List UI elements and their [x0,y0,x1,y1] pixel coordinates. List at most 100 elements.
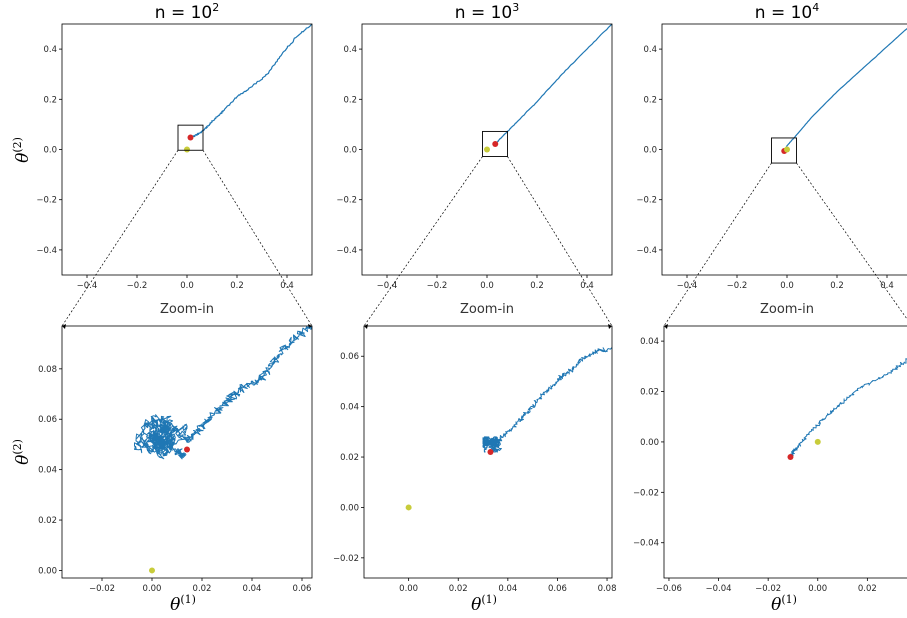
y-tick-label: −0.02 [633,488,659,498]
origin-point-marker [184,146,190,153]
axes-frame [361,23,613,276]
origin-point-marker [784,146,790,153]
trajectory-line [134,414,190,460]
arrow-head-icon [608,324,612,329]
axes-frame [661,23,907,276]
y-tick-label: 0.4 [643,45,657,55]
zoom-in-label: Zoom-in [460,302,514,317]
top-panel-0: −0.4 −0.2 0.0 0.2 0.4 −0.4 −0.2 0.0 0.2 0.4 n = 10… [36,1,313,291]
y-axis-label-top: θ(2) [11,137,33,163]
final-point-marker [184,446,190,453]
x-tick-label: 0.06 [548,584,567,594]
zoom-connector-left [363,156,483,327]
y-tick-label: −0.4 [636,246,657,256]
x-tick-label: 0.2 [230,281,244,291]
trajectory-line [789,358,907,459]
final-point-marker [487,449,494,455]
x-tick-label: 0.0 [480,281,494,291]
top-panel-2: −0.4 −0.2 0.0 0.2 0.4 −0.4 −0.2 0.0 0.2 0.4 n = 10… [636,1,907,291]
x-axis-label: θ(1) [471,593,497,615]
panel-title: n = 103 [455,1,519,23]
origin-point-marker [405,504,412,511]
arrow-head-icon [364,324,368,329]
zoom-connector-right [507,156,613,327]
x-tick-label: −0.2 [727,281,748,291]
arrow-head-icon [62,324,66,329]
x-tick-label: −0.4 [77,281,98,291]
zoom-panel-1: 0.00 0.02 0.04 0.06 0.08 −0.02 0.00 0.02 0.04 0.0… [333,325,617,615]
axes-frame [363,325,613,579]
y-tick-label: 0.2 [643,95,657,105]
axes-frame [61,325,313,579]
y-tick-label: 0.02 [38,516,57,526]
x-tick-label: 0.00 [143,584,162,594]
y-tick-label: 0.2 [43,95,57,105]
x-tick-label: −0.2 [427,281,448,291]
origin-point-marker [149,567,155,574]
zoom-region-box [177,124,204,151]
x-tick-label: −0.02 [755,584,781,594]
y-tick-label: 0.2 [343,95,357,105]
x-tick-label: 0.4 [580,281,594,291]
y-tick-label: 0.06 [340,352,359,362]
x-tick-label: 0.00 [808,584,827,594]
axes-frame [61,23,313,276]
y-tick-label: −0.2 [336,196,357,206]
arrow-head-icon [664,324,668,329]
y-tick-label: −0.2 [36,196,57,206]
y-tick-label: 0.04 [38,466,57,476]
x-tick-label: 0.02 [193,584,212,594]
zoom-connector-left [663,162,772,327]
y-tick-label: 0.0 [343,146,357,156]
x-tick-label: 0.2 [830,281,844,291]
x-tick-label: 0.02 [858,584,877,594]
x-tick-label: −0.04 [706,584,732,594]
final-point-marker [787,454,794,461]
trajectory-line [494,24,612,145]
x-tick-label: 0.4 [280,281,294,291]
x-tick-label: 0.2 [530,281,544,291]
x-tick-label: 0.06 [293,584,312,594]
x-tick-label: 0.04 [498,584,517,594]
trajectory-line [185,326,312,443]
zoom-panel-2: −0.06 −0.04 −0.02 0.00 0.02 −0.04 −0.02 0.00 0.0… [633,325,907,615]
panel-title: n = 102 [155,1,219,23]
y-tick-label: 0.4 [43,45,57,55]
axes-frame [663,325,907,579]
y-tick-label: 0.08 [38,365,57,375]
series-group [405,347,612,511]
x-tick-label: 0.4 [880,281,894,291]
series-group [781,27,907,155]
series-group [184,24,312,153]
trajectory-line [482,436,502,453]
origin-point-marker [814,438,821,445]
x-axis-label: θ(1) [771,593,797,615]
y-tick-label: 0.00 [640,438,659,448]
trajectory-line [189,24,312,139]
x-tick-label: 0.0 [780,281,794,291]
final-point-marker [187,134,194,141]
x-tick-label: −0.4 [377,281,398,291]
x-tick-label: 0.02 [449,584,468,594]
zoom-connector-right [202,150,313,327]
x-tick-label: 0.04 [243,584,262,594]
y-tick-label: 0.00 [38,566,57,576]
x-tick-label: −0.02 [89,584,115,594]
x-tick-label: 0.00 [399,584,418,594]
zoom-connector-right [796,162,907,320]
panel-title: n = 104 [755,1,819,23]
zoom-in-label: Zoom-in [160,302,214,317]
series-group [484,24,612,153]
x-tick-label: −0.4 [677,281,698,291]
y-tick-label: −0.02 [333,554,359,564]
final-point-marker [492,140,499,147]
y-tick-label: 0.4 [343,45,357,55]
x-tick-label: −0.06 [656,584,682,594]
y-axis-label-zoom: θ(2) [11,439,33,465]
x-tick-label: 0.0 [180,281,194,291]
y-tick-label: −0.4 [336,246,357,256]
y-tick-label: −0.04 [633,539,659,549]
y-tick-label: 0.02 [340,453,359,463]
y-tick-label: 0.04 [640,337,659,347]
